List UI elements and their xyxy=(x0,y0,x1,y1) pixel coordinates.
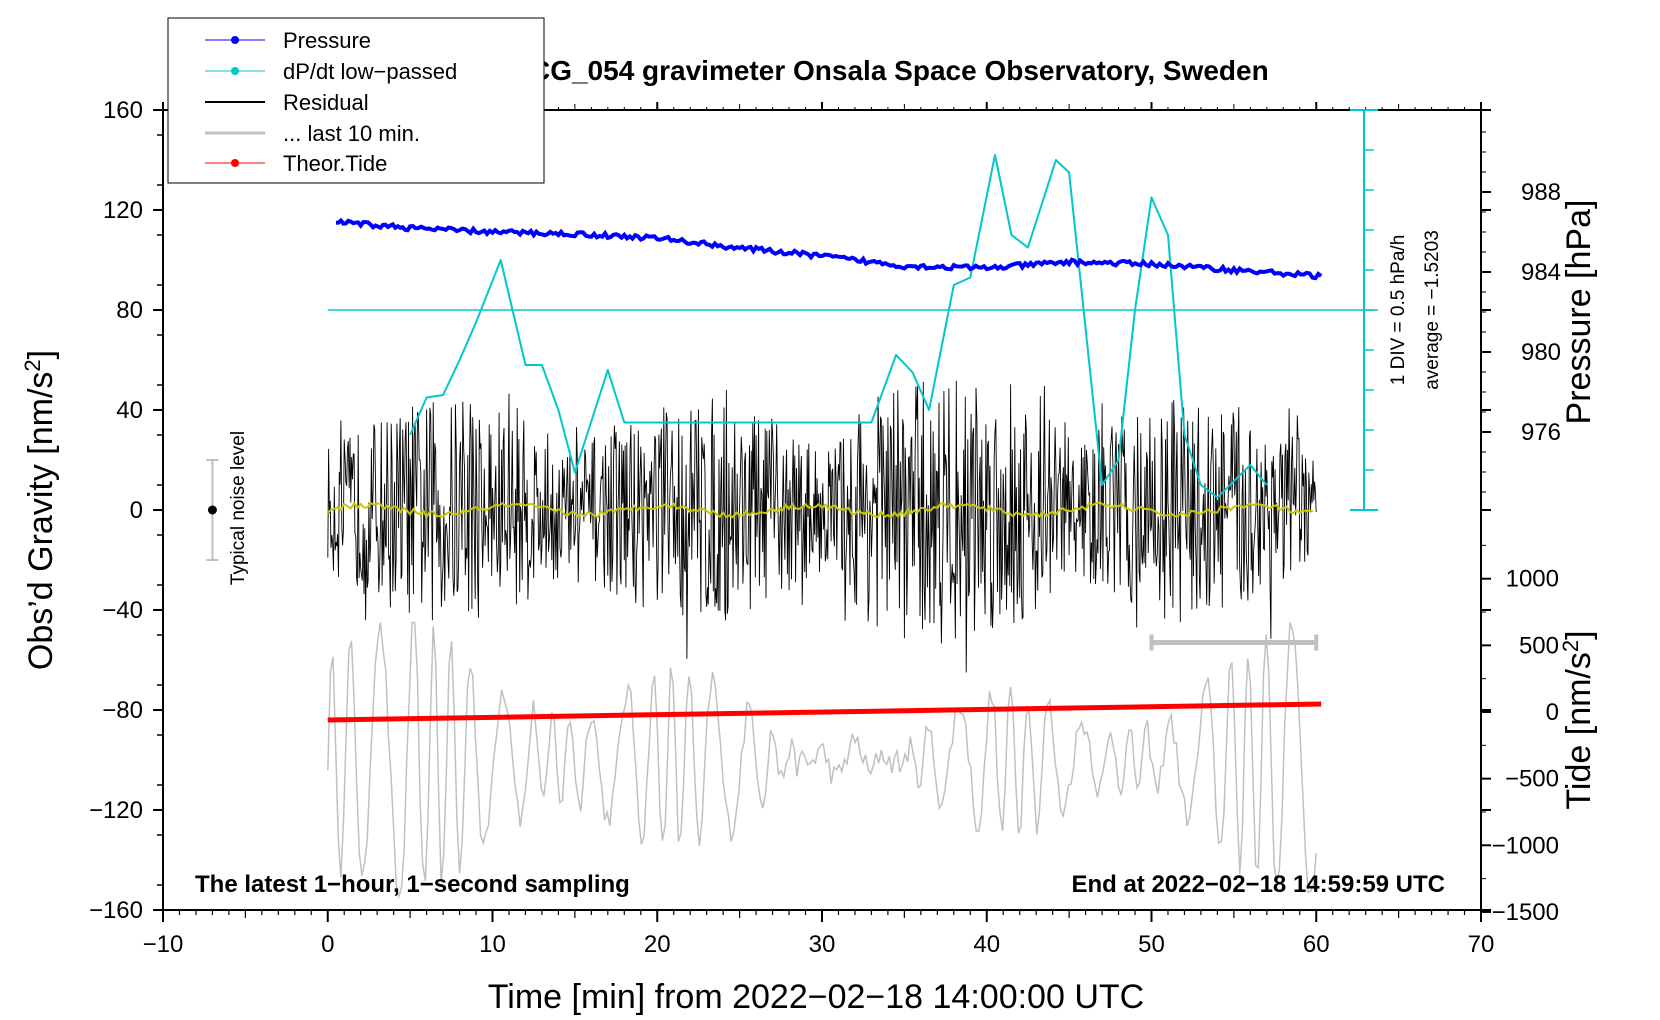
y-axis-label-tide-sup: 2 xyxy=(1558,640,1583,652)
x-tick-label: 50 xyxy=(1138,931,1165,958)
left-axis: 160 120 80 40 0 −40 −80 −120 −160 xyxy=(89,97,1491,924)
series-last-10-min xyxy=(327,621,1317,900)
tide-tick-label: −1500 xyxy=(1492,899,1559,926)
noise-bar-center xyxy=(207,505,217,515)
legend-marker-tide xyxy=(231,159,239,167)
right-tide-axis: 1000 500 0 −500 −1000 −1500 xyxy=(1481,544,1559,926)
pressure-tick-label: 976 xyxy=(1521,419,1561,446)
right-pressure-axis: 988 984 980 976 xyxy=(1481,131,1561,493)
tide-tick-label: 500 xyxy=(1519,632,1559,659)
legend-marker-pressure xyxy=(231,36,239,44)
tide-tick-label: −500 xyxy=(1505,766,1559,793)
annotations xyxy=(206,459,1319,651)
legend-label-pressure: Pressure xyxy=(283,28,371,53)
series-group xyxy=(327,154,1323,900)
y-axis-label-left-main: Obs’d Gravity [nm/s xyxy=(22,372,60,671)
dpdt-scale-label: 1 DIV = 0.5 hPa/h xyxy=(1388,235,1409,386)
y-tick-label: −160 xyxy=(89,897,143,924)
series-dpdt-low-passed xyxy=(409,154,1268,499)
legend-label-residual: Residual xyxy=(283,90,369,115)
series-theor-tide xyxy=(327,701,1322,723)
y-axis-label-left-close: ] xyxy=(22,350,60,359)
x-tick-label: 30 xyxy=(809,931,836,958)
legend-marker-dpdt xyxy=(231,67,239,75)
y-tick-label: −80 xyxy=(102,697,143,724)
tide-tick-label: −1000 xyxy=(1492,832,1559,859)
legend: Pressure dP/dt low−passed Residual ... l… xyxy=(167,17,545,184)
x-axis-label: Time [min] from 2022−02−18 14:00:00 UTC xyxy=(488,978,1144,1016)
bottom-axis: −10 0 10 20 30 40 50 60 70 xyxy=(143,102,1495,958)
legend-label-dpdt: dP/dt low−passed xyxy=(283,59,457,84)
series-residual-smoothed xyxy=(327,501,1314,519)
y-tick-label: 0 xyxy=(130,497,143,524)
y-axis-label-tide-main: Tide [nm/s xyxy=(1560,652,1598,809)
x-tick-label: 70 xyxy=(1468,931,1495,958)
series-residual xyxy=(327,380,1317,673)
y-axis-label-tide: Tide [nm/s2] xyxy=(1558,630,1598,809)
note-right: End at 2022−02−18 14:59:59 UTC xyxy=(1071,871,1445,898)
x-tick-label: 0 xyxy=(321,931,334,958)
noise-level-label: Typical noise level xyxy=(228,431,249,585)
dpdt-average-label: average = −1.5203 xyxy=(1422,230,1443,390)
y-tick-label: 40 xyxy=(116,397,143,424)
dpdt-scale xyxy=(327,109,1378,511)
y-tick-label: 120 xyxy=(103,197,143,224)
pressure-tick-label: 984 xyxy=(1521,259,1561,286)
x-tick-label: 20 xyxy=(644,931,671,958)
x-tick-label: 60 xyxy=(1303,931,1330,958)
y-axis-label-pressure: Pressure [hPa] xyxy=(1560,200,1598,425)
legend-label-last10: ... last 10 min. xyxy=(283,121,420,146)
tide-tick-label: 1000 xyxy=(1506,566,1559,593)
pressure-tick-label: 988 xyxy=(1521,179,1561,206)
y-axis-label-tide-close: ] xyxy=(1560,630,1598,639)
tide-tick-label: 0 xyxy=(1546,699,1559,726)
legend-box xyxy=(167,17,545,184)
legend-label-tide: Theor.Tide xyxy=(283,151,387,176)
chart-title: SCG_054 gravimeter Onsala Space Observat… xyxy=(511,55,1268,86)
x-tick-label: −10 xyxy=(143,931,184,958)
pressure-tick-label: 980 xyxy=(1521,339,1561,366)
y-axis-label-left: Obs’d Gravity [nm/s2] xyxy=(20,350,60,670)
y-tick-label: −120 xyxy=(89,797,143,824)
series-pressure xyxy=(335,217,1323,281)
x-tick-label: 10 xyxy=(479,931,506,958)
x-tick-label: 40 xyxy=(973,931,1000,958)
y-tick-label: −40 xyxy=(102,597,143,624)
y-tick-label: 80 xyxy=(116,297,143,324)
note-left: The latest 1−hour, 1−second sampling xyxy=(195,871,630,898)
y-tick-label: 160 xyxy=(103,97,143,124)
y-axis-label-left-sup: 2 xyxy=(20,359,45,371)
